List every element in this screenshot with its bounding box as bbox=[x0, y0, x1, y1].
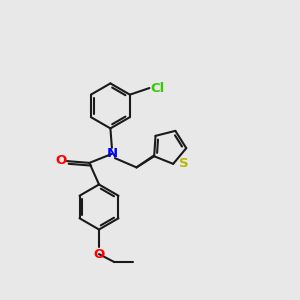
Text: N: N bbox=[106, 147, 118, 160]
Text: Cl: Cl bbox=[151, 82, 165, 94]
Text: S: S bbox=[178, 158, 188, 170]
Text: O: O bbox=[56, 154, 67, 167]
Text: O: O bbox=[93, 248, 105, 261]
